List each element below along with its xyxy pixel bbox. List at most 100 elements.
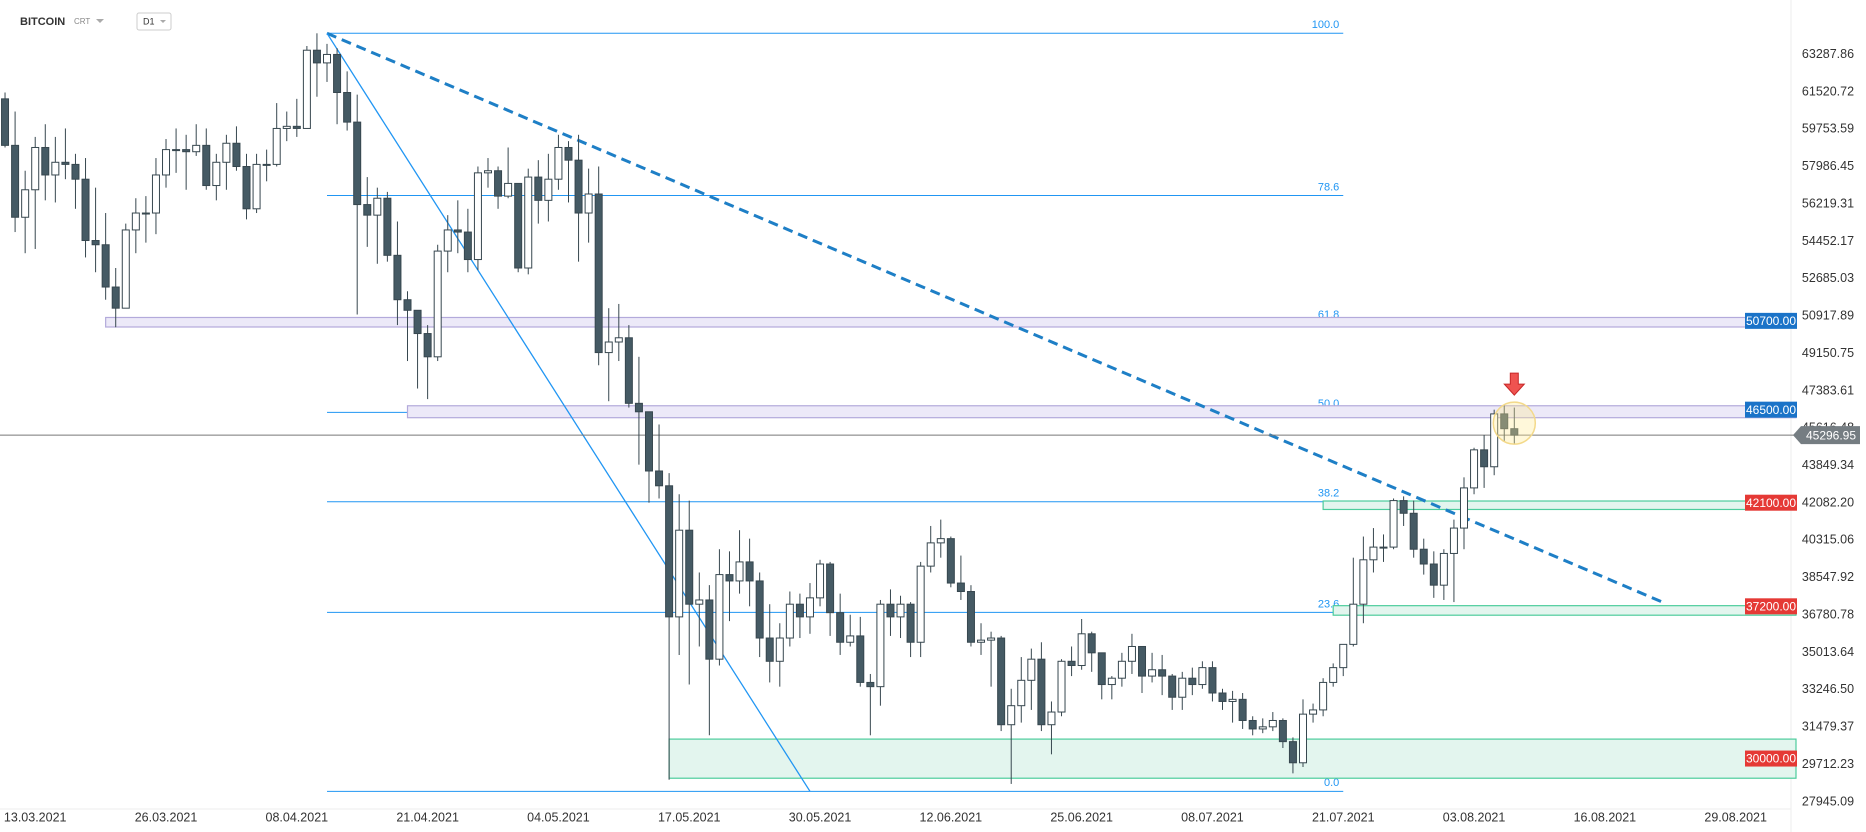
fib-label: 78.6: [1318, 181, 1339, 193]
candle-body: [584, 193, 593, 214]
candle-body: [1510, 428, 1519, 436]
candle-body: [71, 163, 80, 180]
candle-body: [31, 146, 40, 191]
candle-body: [896, 603, 905, 618]
candle-body: [1389, 500, 1398, 548]
candle-body: [1329, 667, 1338, 683]
y-tick-label: 56219.31: [1802, 196, 1854, 210]
y-tick-label: 33246.50: [1802, 682, 1854, 696]
x-tick-label: 25.06.2021: [1050, 810, 1113, 824]
candle-body: [423, 333, 432, 358]
candle-body: [363, 204, 372, 216]
candle-body: [1107, 677, 1116, 686]
candle-body: [1500, 413, 1509, 430]
candle-body: [61, 161, 70, 165]
candle-body: [1369, 546, 1378, 561]
candle-body: [433, 250, 442, 358]
candle-body: [1087, 633, 1096, 654]
candle-body: [876, 603, 885, 688]
candle-body: [1198, 667, 1207, 686]
level-badge: [1745, 750, 1797, 767]
level-badge: [1745, 401, 1797, 418]
x-tick-label: 26.03.2021: [135, 810, 198, 824]
candle-body: [81, 178, 90, 242]
level-badge-text: 42100.00: [1746, 496, 1796, 510]
candle-body: [1419, 548, 1428, 565]
candle-body: [1278, 719, 1287, 743]
timeframe-select[interactable]: [136, 12, 172, 31]
candle-body: [272, 127, 281, 165]
candle-body: [997, 637, 1006, 726]
trendline: [326, 31, 1666, 605]
candle-body: [41, 146, 50, 176]
candle-body: [101, 244, 110, 288]
y-tick-label: 42082.20: [1802, 495, 1854, 509]
candle-body: [665, 485, 674, 618]
x-tick-label: 04.05.2021: [527, 810, 590, 824]
zone: [406, 405, 1797, 419]
candle-body: [1339, 643, 1348, 669]
candle-body: [1017, 679, 1026, 707]
x-tick-label: 17.05.2021: [658, 810, 721, 824]
x-tick-label: 16.08.2021: [1574, 810, 1637, 824]
zone: [105, 316, 1797, 328]
candle-body: [524, 176, 533, 269]
candle-body: [514, 182, 523, 269]
candle-body: [1117, 660, 1126, 679]
candle-body: [1047, 711, 1056, 726]
candle-body: [1168, 675, 1177, 698]
candle-body: [1238, 698, 1247, 721]
candle-body: [906, 603, 915, 643]
candle-body: [846, 635, 855, 643]
candle-body: [1449, 527, 1458, 554]
candle-body: [755, 580, 764, 639]
candle-body: [463, 231, 472, 261]
y-tick-label: 49150.75: [1802, 346, 1854, 360]
candle-body: [1228, 698, 1237, 702]
candle-body: [1138, 645, 1147, 677]
candle-body: [443, 229, 452, 252]
y-tick-label: 31479.37: [1802, 720, 1854, 734]
dropdown-arrow[interactable]: [96, 19, 104, 23]
candle-body: [1, 98, 10, 146]
candle-body: [745, 561, 754, 582]
candle-body: [574, 159, 583, 214]
candle-body: [594, 193, 603, 354]
candle-body: [977, 639, 986, 643]
candle-body: [604, 341, 613, 354]
zone: [668, 738, 1797, 779]
candle-body: [483, 170, 492, 174]
y-tick-label: 40315.06: [1802, 533, 1854, 547]
candle-body: [262, 163, 271, 166]
candle-body: [735, 561, 744, 582]
dropdown-arrow[interactable]: [160, 20, 166, 23]
x-tick-label: 21.04.2021: [396, 810, 459, 824]
candle-body: [192, 144, 201, 153]
candle-body: [403, 299, 412, 311]
candle-body: [292, 125, 301, 129]
x-tick-label: 12.06.2021: [920, 810, 983, 824]
candle-body: [634, 402, 643, 413]
candle-body: [1379, 546, 1388, 549]
y-tick-label: 47383.61: [1802, 383, 1854, 397]
candle-body: [1480, 449, 1489, 468]
symbol-title: BITCOIN: [20, 16, 65, 28]
x-tick-label: 08.04.2021: [266, 810, 329, 824]
x-tick-label: 13.03.2021: [4, 810, 67, 824]
candle-body: [1148, 669, 1157, 677]
timeframe-label[interactable]: D1: [143, 16, 155, 26]
level-badge: [1745, 598, 1797, 615]
candle-body: [1067, 660, 1076, 667]
candle-body: [21, 189, 30, 218]
candle-body: [1077, 633, 1086, 667]
fib-label: 100.0: [1312, 19, 1340, 31]
candle-body: [494, 170, 503, 197]
candle-body: [162, 149, 171, 176]
candle-body: [11, 144, 20, 218]
candle-body: [1007, 705, 1016, 726]
candle-body: [302, 49, 311, 129]
candle-body: [987, 637, 996, 641]
candle-body: [1178, 677, 1187, 698]
candle-body: [242, 166, 251, 210]
symbol-subtitle[interactable]: CRT: [74, 17, 90, 26]
